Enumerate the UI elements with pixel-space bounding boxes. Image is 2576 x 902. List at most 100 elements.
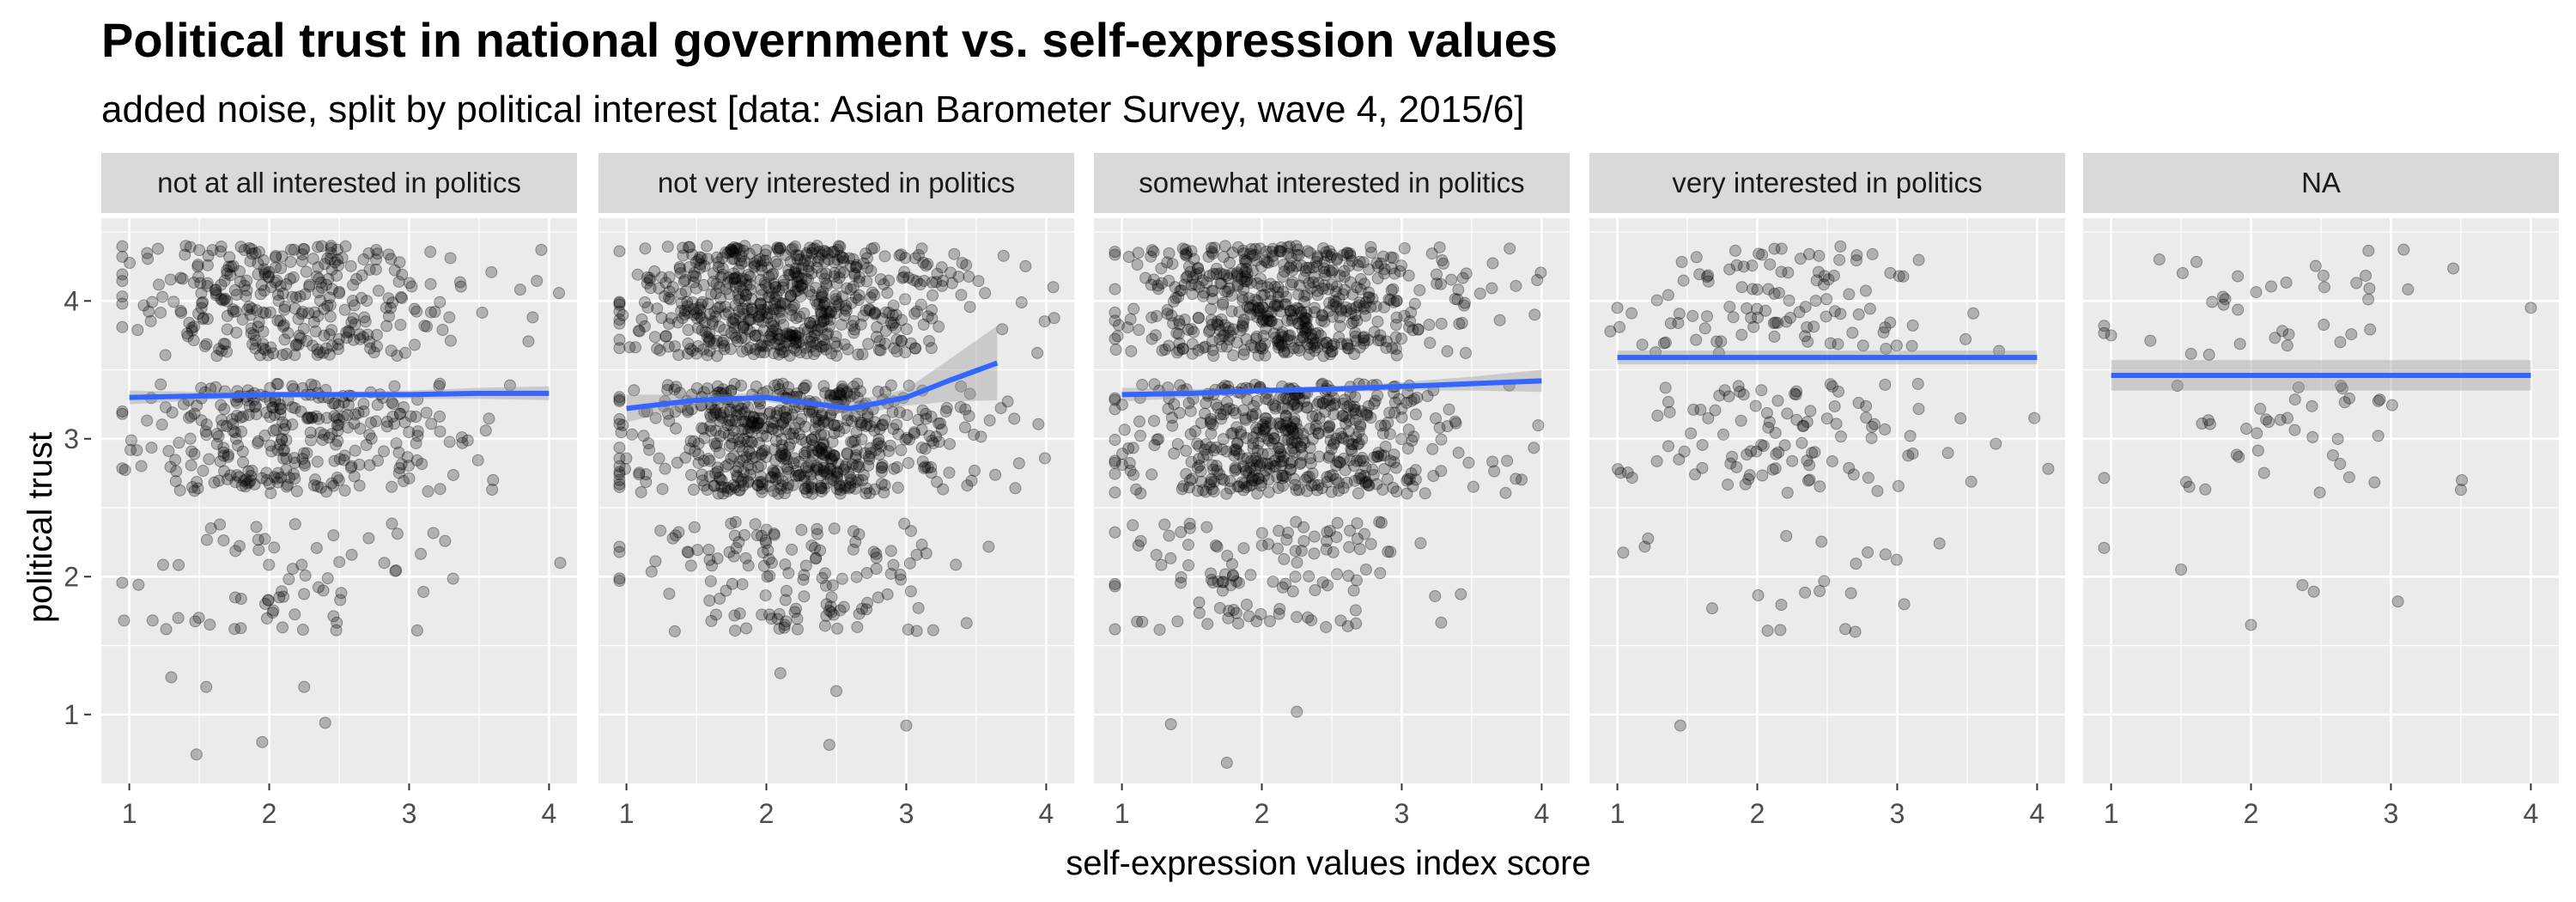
data-point bbox=[1664, 317, 1677, 330]
data-point bbox=[1248, 399, 1261, 412]
data-point bbox=[301, 412, 313, 425]
data-point bbox=[210, 287, 222, 300]
data-point bbox=[368, 346, 380, 359]
data-point bbox=[639, 242, 652, 255]
data-point bbox=[727, 267, 740, 280]
data-point bbox=[1912, 403, 1925, 416]
data-point bbox=[1221, 396, 1234, 409]
data-point bbox=[1741, 302, 1753, 314]
data-point bbox=[282, 326, 295, 339]
data-point bbox=[271, 314, 284, 327]
data-point bbox=[254, 288, 267, 301]
data-point bbox=[192, 612, 205, 625]
data-point bbox=[653, 452, 665, 465]
data-point bbox=[310, 410, 323, 423]
data-point bbox=[1225, 558, 1238, 570]
data-point bbox=[401, 451, 414, 464]
data-point bbox=[234, 411, 247, 424]
data-point bbox=[888, 342, 901, 355]
data-point bbox=[1801, 335, 1814, 348]
data-point bbox=[708, 479, 720, 492]
data-point bbox=[296, 305, 309, 318]
data-point bbox=[331, 616, 343, 629]
data-point bbox=[1452, 447, 1465, 460]
data-point bbox=[116, 275, 129, 288]
data-point bbox=[315, 240, 328, 253]
data-point bbox=[187, 334, 200, 347]
data-point bbox=[1109, 467, 1121, 480]
data-point bbox=[2385, 399, 2398, 411]
data-point bbox=[786, 543, 799, 556]
data-point bbox=[260, 612, 273, 625]
data-point bbox=[829, 293, 842, 306]
data-point bbox=[229, 476, 242, 489]
data-point bbox=[868, 424, 881, 437]
data-point bbox=[1191, 437, 1204, 450]
data-point bbox=[1693, 268, 1706, 281]
data-point bbox=[1019, 259, 1032, 272]
data-point bbox=[1211, 540, 1224, 553]
data-point bbox=[2190, 255, 2203, 268]
data-point bbox=[1291, 705, 1303, 718]
data-point bbox=[1757, 440, 1770, 453]
data-point bbox=[1954, 412, 1967, 425]
data-point bbox=[1163, 529, 1176, 542]
data-point bbox=[1774, 624, 1787, 637]
data-point bbox=[809, 423, 822, 436]
data-point bbox=[925, 460, 938, 473]
data-point bbox=[915, 242, 928, 255]
data-point bbox=[1327, 545, 1340, 558]
data-point bbox=[116, 268, 129, 281]
data-point bbox=[1285, 278, 1297, 291]
data-point bbox=[250, 521, 263, 533]
data-point bbox=[2345, 328, 2358, 341]
data-point bbox=[900, 719, 913, 732]
data-point bbox=[369, 415, 382, 428]
data-point bbox=[347, 312, 360, 325]
data-point bbox=[2257, 466, 2270, 479]
data-point bbox=[299, 570, 312, 582]
data-point bbox=[280, 480, 293, 493]
data-point bbox=[349, 408, 361, 421]
data-point bbox=[181, 330, 194, 343]
data-point bbox=[201, 313, 214, 326]
data-point bbox=[1504, 242, 1516, 255]
data-point bbox=[428, 305, 441, 318]
data-point bbox=[1230, 575, 1242, 588]
data-point bbox=[936, 279, 949, 292]
data-point bbox=[228, 623, 241, 636]
data-point bbox=[1781, 486, 1794, 499]
data-point bbox=[276, 250, 289, 263]
data-point bbox=[1826, 454, 1838, 467]
data-point bbox=[174, 304, 187, 317]
data-point bbox=[188, 320, 201, 333]
data-point bbox=[398, 346, 411, 359]
data-point bbox=[1254, 242, 1267, 255]
data-point bbox=[1167, 295, 1180, 308]
data-point bbox=[312, 286, 325, 299]
data-point bbox=[830, 350, 843, 363]
data-point bbox=[730, 542, 743, 555]
chart-title: Political trust in national government v… bbox=[101, 13, 1558, 67]
data-point bbox=[1455, 316, 1468, 329]
data-point bbox=[298, 243, 311, 256]
data-point bbox=[872, 591, 884, 604]
data-point bbox=[321, 252, 334, 265]
data-point bbox=[348, 470, 361, 483]
data-point bbox=[227, 259, 240, 272]
data-point bbox=[1132, 539, 1145, 552]
data-point bbox=[1809, 295, 1822, 308]
data-point bbox=[258, 263, 270, 276]
data-point bbox=[1818, 575, 1831, 588]
data-point bbox=[461, 434, 474, 447]
data-point bbox=[2372, 394, 2385, 407]
data-point bbox=[221, 267, 234, 280]
data-point bbox=[1379, 440, 1392, 453]
data-point bbox=[654, 524, 667, 537]
data-point bbox=[729, 515, 742, 528]
data-point bbox=[256, 472, 269, 485]
data-point bbox=[249, 342, 262, 355]
data-point bbox=[411, 430, 424, 442]
data-point bbox=[697, 454, 710, 467]
data-point bbox=[1288, 472, 1301, 485]
